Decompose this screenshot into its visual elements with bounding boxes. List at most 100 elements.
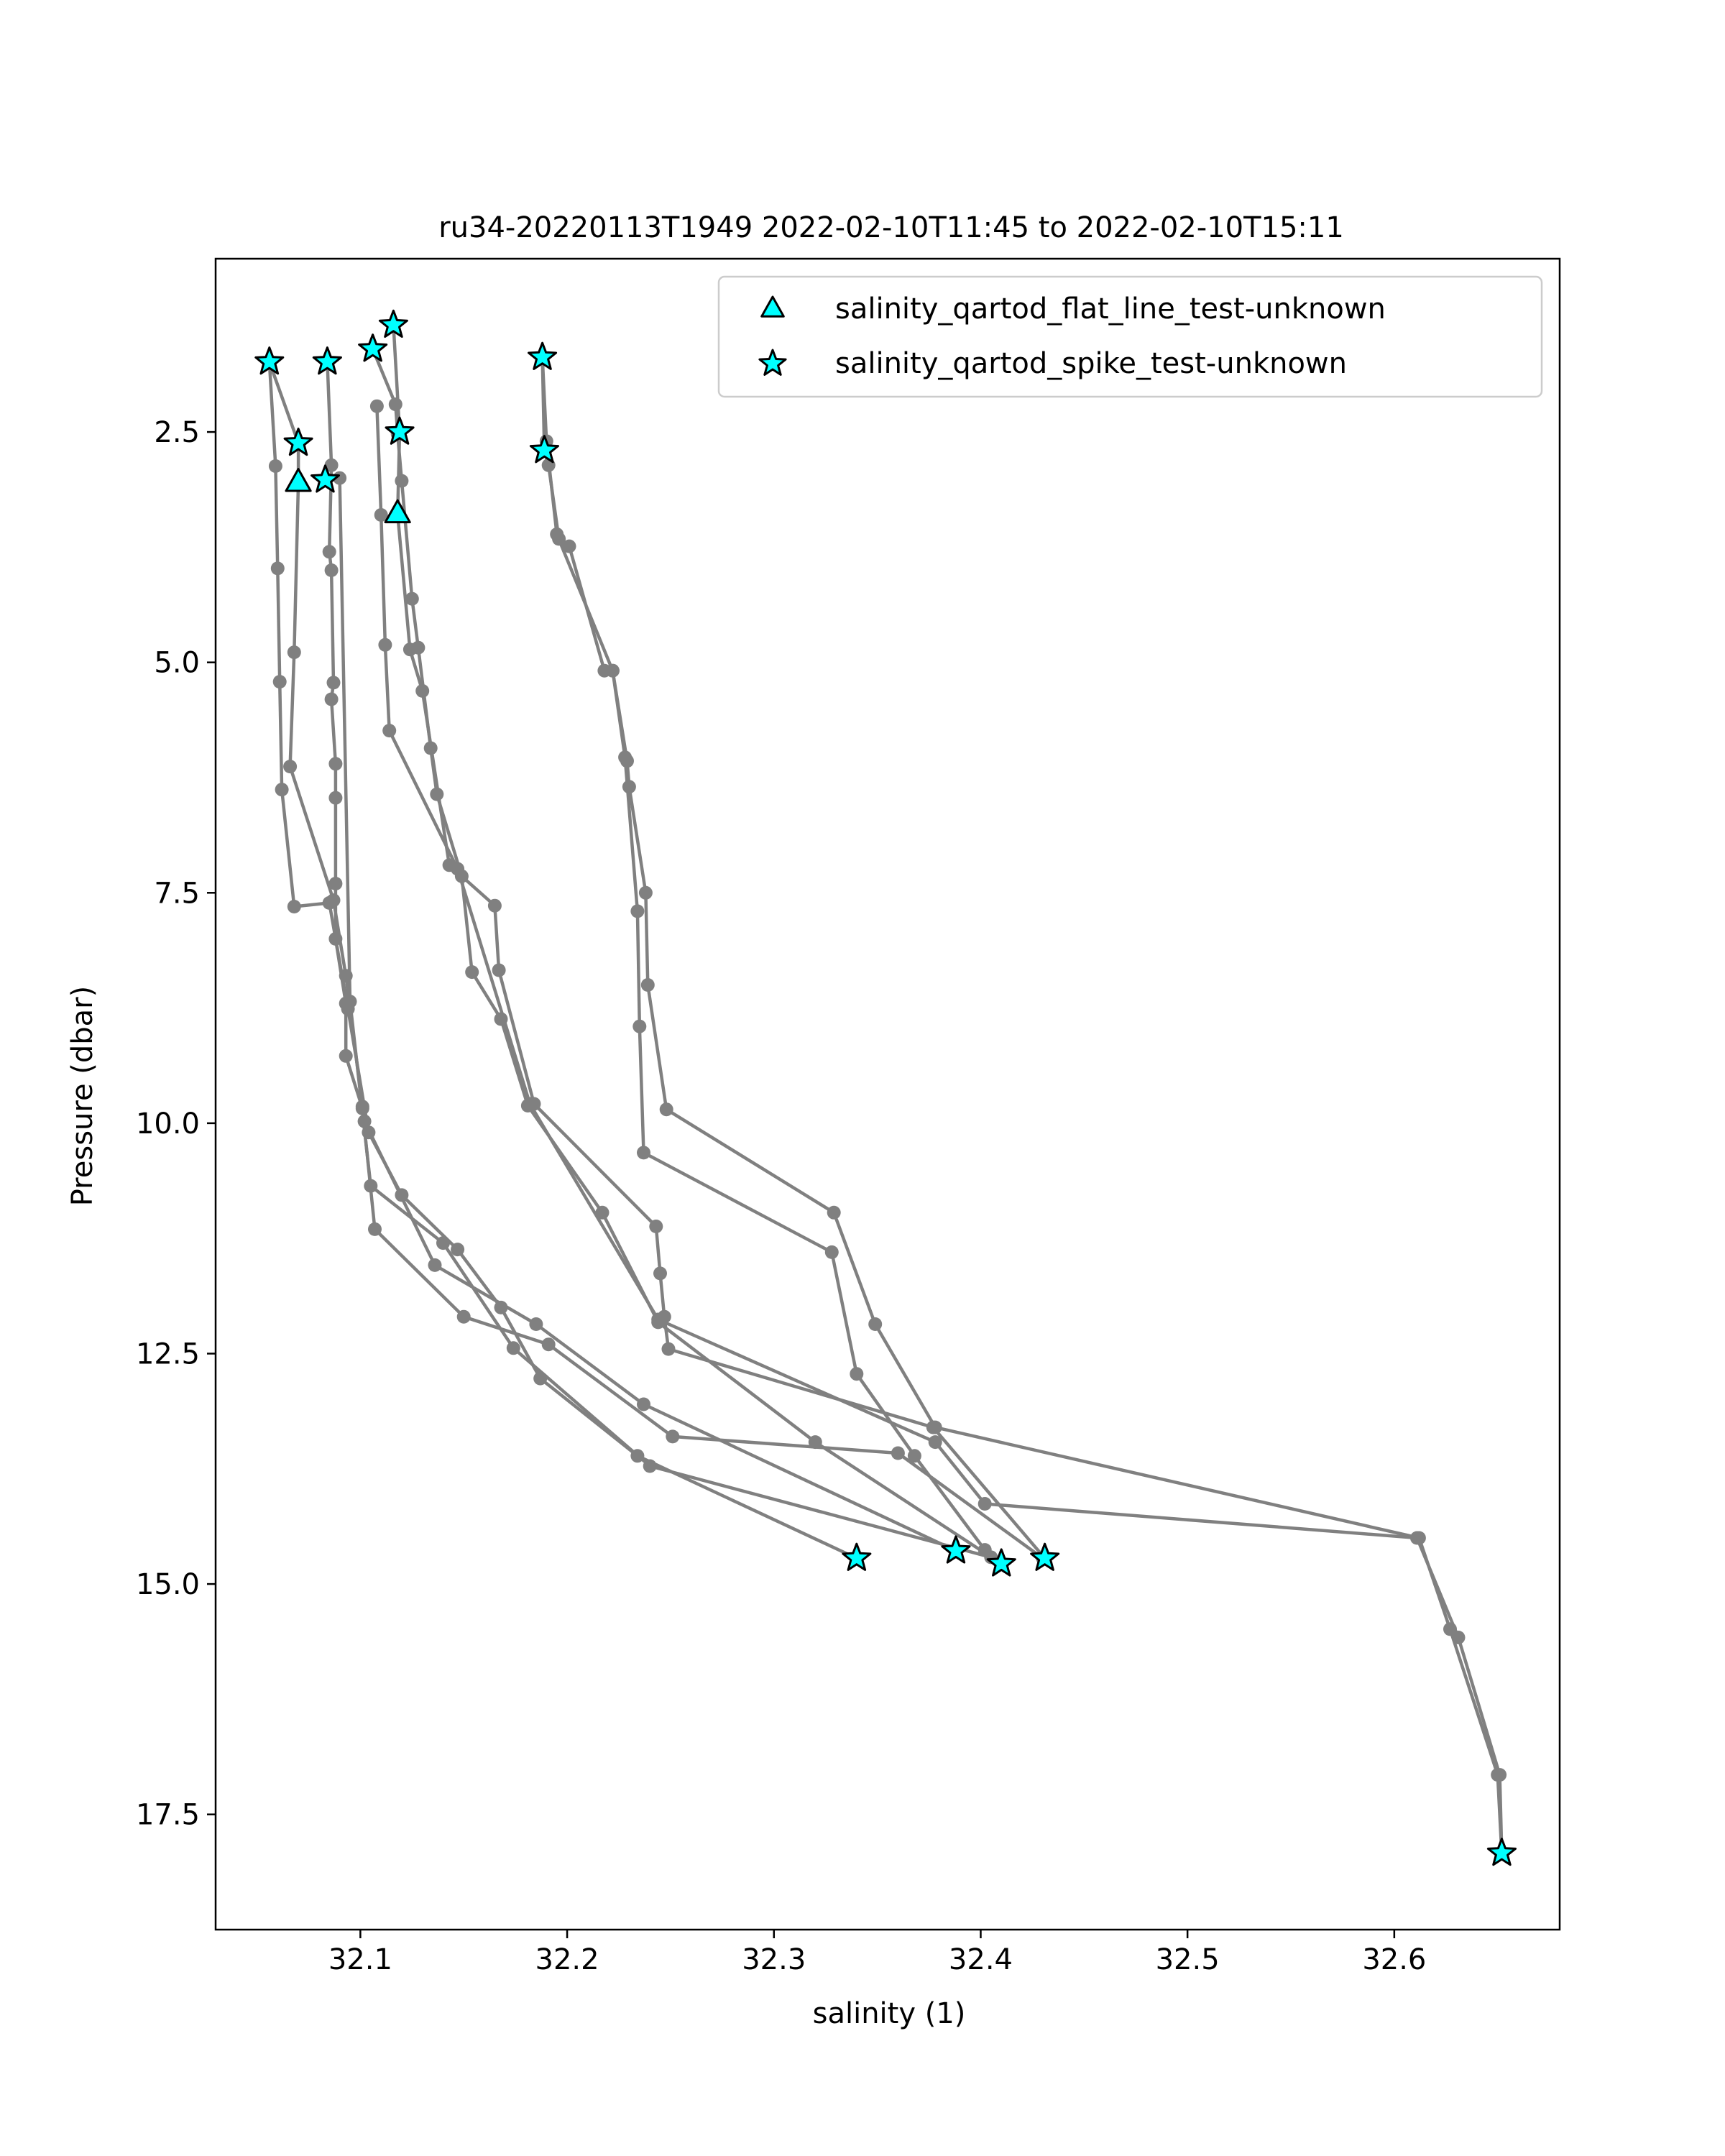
y-tick-label: 15.0 bbox=[136, 1568, 200, 1601]
profile-point bbox=[423, 741, 438, 755]
spike-marker bbox=[842, 1542, 872, 1571]
profile-point bbox=[339, 969, 353, 983]
profile-point bbox=[638, 885, 653, 900]
profile-point bbox=[637, 1397, 650, 1411]
profile-point bbox=[494, 1300, 508, 1314]
y-tick-label: 2.5 bbox=[154, 416, 200, 449]
profile-point bbox=[355, 1101, 369, 1115]
profile-point bbox=[324, 563, 339, 577]
legend-label: salinity_qartod_spike_test-unknown bbox=[835, 347, 1347, 380]
profile-point bbox=[640, 978, 655, 992]
profile-point bbox=[326, 893, 341, 908]
profile-point bbox=[618, 750, 632, 765]
profile-point bbox=[529, 1317, 543, 1331]
profile-point bbox=[324, 692, 339, 706]
profile-point bbox=[595, 1205, 610, 1220]
profile-point bbox=[465, 965, 479, 980]
profile-point bbox=[550, 527, 564, 541]
profile-point bbox=[324, 458, 339, 472]
profile-points bbox=[262, 318, 1509, 1861]
profile-point bbox=[523, 1097, 537, 1111]
y-tick-label: 10.0 bbox=[136, 1107, 200, 1141]
legend-label: salinity_qartod_flat_line_test-unknown bbox=[835, 292, 1386, 326]
spike-marker bbox=[312, 346, 342, 375]
profile-line bbox=[325, 476, 992, 1560]
spike-marker bbox=[310, 464, 340, 493]
profile-line bbox=[375, 406, 1504, 1853]
profile-point bbox=[494, 1012, 508, 1026]
profile-point bbox=[272, 675, 287, 689]
profile-point bbox=[661, 1342, 676, 1356]
profile-point bbox=[978, 1543, 992, 1557]
profile-point bbox=[428, 1258, 442, 1272]
x-axis: 32.1 32.2 32.3 32.4 32.5 32.6 bbox=[328, 1930, 1426, 1976]
profile-point bbox=[643, 1459, 657, 1473]
legend-triangle-icon bbox=[760, 295, 785, 318]
profile-point bbox=[978, 1497, 992, 1511]
legend-star-icon bbox=[758, 349, 787, 376]
profile-point bbox=[287, 900, 301, 913]
profile-point bbox=[1412, 1531, 1426, 1545]
x-tick-label: 32.3 bbox=[742, 1943, 806, 1976]
y-tick-label: 7.5 bbox=[154, 877, 200, 910]
x-tick-label: 32.5 bbox=[1156, 1943, 1220, 1976]
profile-point bbox=[451, 862, 465, 876]
spike-marker bbox=[529, 435, 559, 464]
spike-marker bbox=[385, 416, 415, 445]
spike-marker bbox=[528, 341, 558, 370]
profile-point bbox=[283, 760, 298, 774]
profile-point bbox=[451, 1243, 465, 1257]
profile-point bbox=[1491, 1768, 1505, 1782]
legend: salinity_qartod_flat_line_test-unknownsa… bbox=[717, 275, 1543, 398]
profile-point bbox=[328, 877, 343, 890]
profile-point bbox=[666, 1429, 680, 1444]
profile-point bbox=[907, 1449, 921, 1463]
profile-point bbox=[653, 1266, 667, 1281]
profile-point bbox=[287, 645, 301, 660]
profile-point bbox=[1451, 1631, 1466, 1644]
x-tick-label: 32.1 bbox=[328, 1943, 392, 1976]
profile-point bbox=[436, 1236, 450, 1250]
profile-point bbox=[369, 399, 384, 413]
profile-point bbox=[928, 1420, 942, 1434]
profile-line bbox=[326, 361, 1044, 1560]
profile-point bbox=[827, 1205, 841, 1220]
profile-point bbox=[605, 663, 620, 678]
profile-point bbox=[364, 1179, 378, 1193]
profile-point bbox=[492, 963, 506, 977]
profile-point bbox=[378, 637, 392, 652]
y-tick-label: 5.0 bbox=[154, 647, 200, 680]
profile-point bbox=[374, 508, 388, 522]
profile-point bbox=[322, 545, 336, 559]
profile-point bbox=[850, 1367, 864, 1381]
profile-point bbox=[622, 780, 636, 794]
profile-point bbox=[395, 474, 409, 488]
profile-point bbox=[1443, 1622, 1457, 1636]
profile-point bbox=[275, 783, 289, 797]
spike-marker bbox=[283, 428, 313, 456]
legend-items: salinity_qartod_flat_line_test-unknownsa… bbox=[758, 292, 1386, 380]
legend-frame bbox=[717, 275, 1543, 398]
profile-point bbox=[415, 683, 430, 698]
profile-point bbox=[928, 1435, 942, 1450]
profile-point bbox=[405, 591, 419, 606]
y-axis: 2.5 5.0 7.5 10.0 12.5 15.0 17.5 bbox=[136, 416, 216, 1832]
chart-title: ru34-20220113T1949 2022-02-10T11:45 to 2… bbox=[438, 211, 1344, 244]
spike-marker bbox=[254, 346, 285, 375]
profile-point bbox=[326, 676, 341, 690]
profile-point bbox=[487, 898, 502, 913]
profile-point bbox=[368, 1222, 382, 1236]
flat-line-marker bbox=[384, 499, 411, 524]
profile-point bbox=[328, 931, 343, 946]
profile-point bbox=[339, 1049, 353, 1063]
profile-line bbox=[540, 357, 1504, 1853]
profile-point bbox=[270, 561, 285, 576]
profile-point bbox=[328, 791, 343, 805]
spike-marker bbox=[941, 1535, 971, 1564]
profile-point bbox=[808, 1435, 822, 1450]
x-axis-label: salinity (1) bbox=[813, 1997, 966, 2030]
profile-lines bbox=[267, 325, 1504, 1853]
profile-point bbox=[541, 1337, 556, 1352]
profile-point bbox=[630, 904, 645, 918]
